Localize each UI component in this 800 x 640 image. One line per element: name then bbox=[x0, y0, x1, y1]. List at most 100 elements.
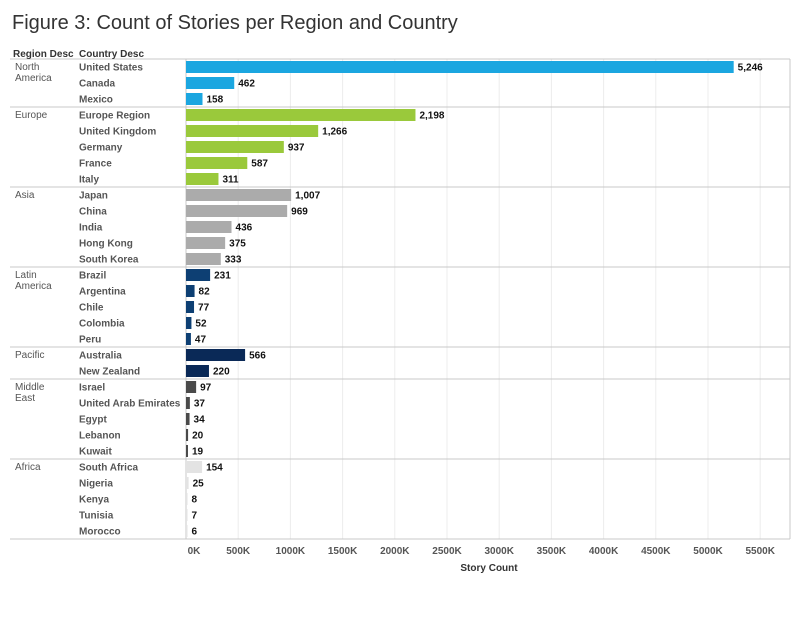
data-label: 158 bbox=[206, 95, 223, 106]
country-label: South Africa bbox=[79, 463, 139, 474]
region-label: North America bbox=[15, 62, 52, 84]
data-label: 231 bbox=[214, 271, 231, 282]
bar bbox=[186, 381, 197, 393]
country-label: Tunisia bbox=[79, 511, 114, 522]
data-label: 47 bbox=[195, 335, 207, 346]
country-label: United Arab Emirates bbox=[79, 399, 181, 410]
bar bbox=[186, 125, 319, 137]
bar bbox=[186, 429, 189, 441]
chart-title: Figure 3: Count of Stories per Region an… bbox=[12, 12, 458, 34]
x-tick-label: 3500K bbox=[537, 546, 567, 557]
data-label: 77 bbox=[198, 303, 210, 314]
x-tick-label: 4000K bbox=[589, 546, 619, 557]
data-label: 52 bbox=[195, 319, 207, 330]
bar bbox=[186, 61, 734, 73]
x-axis-label: Story Count bbox=[460, 563, 518, 574]
bar bbox=[186, 77, 235, 89]
data-label: 311 bbox=[222, 175, 239, 186]
data-label: 436 bbox=[236, 223, 253, 234]
country-label: Europe Region bbox=[79, 111, 150, 122]
x-tick-label: 1500K bbox=[328, 546, 358, 557]
country-label: Canada bbox=[79, 79, 116, 90]
x-tick-label: 2000K bbox=[380, 546, 410, 557]
bar bbox=[186, 461, 203, 473]
bar bbox=[186, 269, 211, 281]
data-label: 1,266 bbox=[322, 127, 347, 138]
bar bbox=[186, 333, 191, 345]
country-label: Kuwait bbox=[79, 447, 112, 458]
country-label: New Zealand bbox=[79, 367, 140, 378]
data-label: 566 bbox=[249, 351, 266, 362]
bar bbox=[186, 157, 248, 169]
bar bbox=[186, 93, 203, 105]
country-label: Argentina bbox=[79, 287, 126, 298]
x-tick-label: 0K bbox=[188, 546, 202, 557]
region-label: Africa bbox=[15, 462, 41, 473]
country-label: India bbox=[79, 223, 103, 234]
bar bbox=[186, 189, 292, 201]
data-label: 34 bbox=[194, 415, 206, 426]
x-tick-label: 500K bbox=[226, 546, 251, 557]
data-label: 97 bbox=[200, 383, 212, 394]
country-header: Country Desc bbox=[79, 49, 144, 60]
data-label: 7 bbox=[192, 511, 198, 522]
country-label: Italy bbox=[79, 175, 99, 186]
bar bbox=[186, 349, 246, 361]
data-label: 462 bbox=[238, 79, 255, 90]
data-label: 969 bbox=[291, 207, 308, 218]
bar bbox=[186, 365, 209, 377]
x-tick-label: 4500K bbox=[641, 546, 671, 557]
data-label: 20 bbox=[192, 431, 204, 442]
x-tick-label: 2500K bbox=[432, 546, 462, 557]
data-label: 82 bbox=[199, 287, 211, 298]
country-label: Chile bbox=[79, 303, 104, 314]
country-label: Germany bbox=[79, 143, 123, 154]
country-label: Nigeria bbox=[79, 479, 113, 490]
region-label: Europe bbox=[15, 110, 48, 121]
data-label: 220 bbox=[213, 367, 230, 378]
country-label: Japan bbox=[79, 191, 108, 202]
data-label: 375 bbox=[229, 239, 246, 250]
data-label: 25 bbox=[193, 479, 205, 490]
country-label: Kenya bbox=[79, 495, 109, 506]
country-label: Hong Kong bbox=[79, 239, 133, 250]
country-label: Israel bbox=[79, 383, 105, 394]
region-header: Region Desc bbox=[13, 49, 74, 60]
bar bbox=[186, 237, 226, 249]
x-tick-label: 5500K bbox=[745, 546, 775, 557]
bar bbox=[186, 301, 195, 313]
bar bbox=[186, 509, 188, 521]
bar bbox=[186, 397, 190, 409]
bar bbox=[186, 109, 416, 121]
data-label: 19 bbox=[192, 447, 204, 458]
chart-rows: North America United States 5,246 Canada 462 M… bbox=[10, 61, 790, 538]
country-label: United Kingdom bbox=[79, 127, 156, 138]
country-label: Brazil bbox=[79, 271, 106, 282]
country-label: Egypt bbox=[79, 415, 107, 426]
bar bbox=[186, 493, 188, 505]
data-label: 937 bbox=[288, 143, 305, 154]
region-label: Asia bbox=[15, 190, 35, 201]
data-label: 8 bbox=[192, 495, 198, 506]
country-label: Peru bbox=[79, 335, 101, 346]
region-label: Middle East bbox=[15, 382, 45, 404]
bar bbox=[186, 317, 192, 329]
country-label: Morocco bbox=[79, 527, 121, 538]
data-label: 154 bbox=[206, 463, 223, 474]
region-label: Pacific bbox=[15, 350, 44, 361]
country-label: Colombia bbox=[79, 319, 125, 330]
bar bbox=[186, 253, 221, 265]
country-label: United States bbox=[79, 63, 143, 74]
region-label: Latin America bbox=[15, 270, 52, 292]
x-tick-label: 5000K bbox=[693, 546, 723, 557]
country-label: France bbox=[79, 159, 112, 170]
country-label: Lebanon bbox=[79, 431, 121, 442]
bar bbox=[186, 445, 188, 457]
x-tick-label: 1000K bbox=[276, 546, 306, 557]
data-label: 1,007 bbox=[295, 191, 320, 202]
x-tick-label: 3000K bbox=[484, 546, 514, 557]
data-label: 2,198 bbox=[419, 111, 444, 122]
country-label: South Korea bbox=[79, 255, 139, 266]
bar bbox=[186, 205, 288, 217]
